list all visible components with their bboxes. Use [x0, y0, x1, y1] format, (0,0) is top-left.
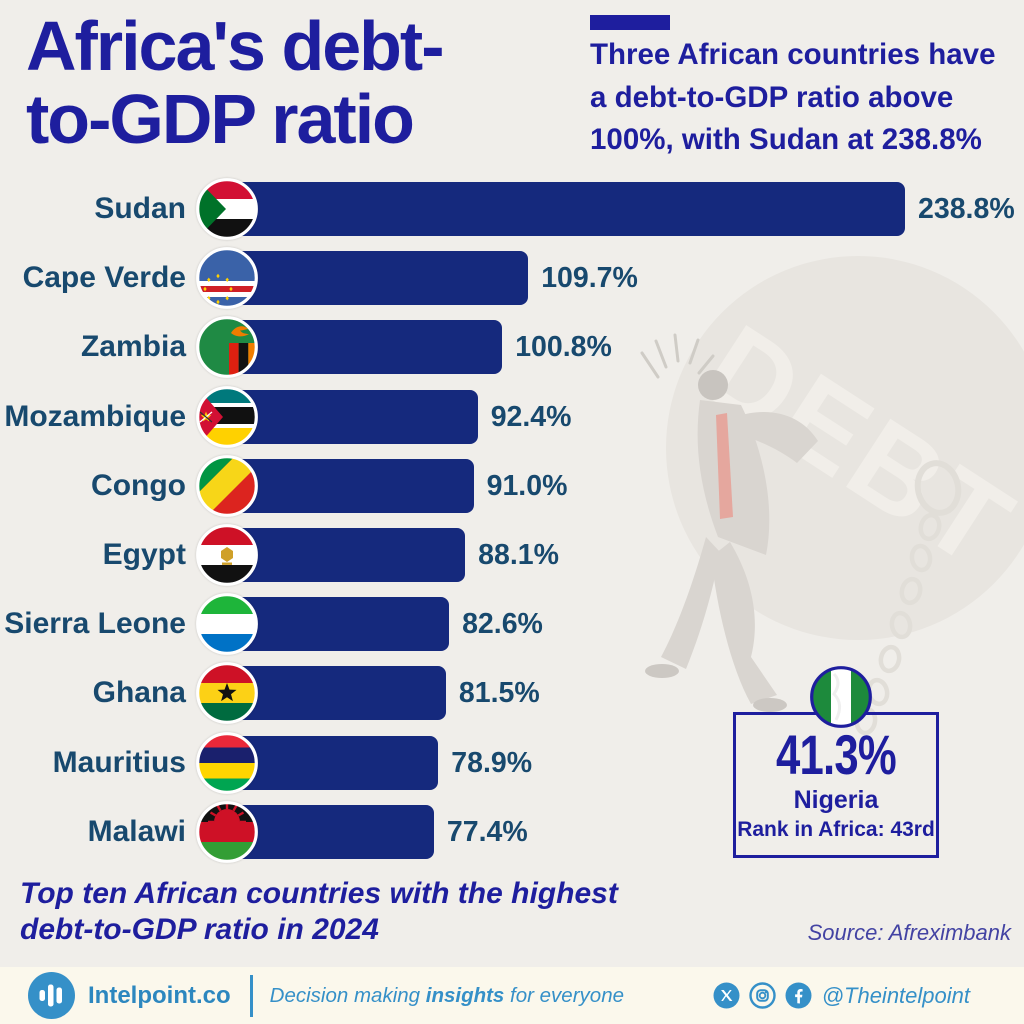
intelpoint-logo: [28, 972, 75, 1019]
footer-tagline: Decision making insights for everyone: [270, 984, 624, 1008]
page-title-line2: to-GDP ratio: [26, 79, 415, 158]
bar-chart-logo-icon: [39, 984, 62, 1007]
category-label-congo: Congo: [91, 468, 186, 502]
man-carrying-debt-figure: [645, 370, 818, 712]
value-label-sierra-leone: 82.6%: [462, 608, 543, 641]
mauritius-flag-icon: [196, 731, 258, 794]
category-label-malawi: Malawi: [87, 814, 186, 848]
egypt-flag-icon: [196, 524, 258, 586]
value-label-congo: 91.0%: [486, 469, 568, 502]
congo-flag-icon: [196, 454, 258, 517]
mozambique-flag: [196, 385, 258, 448]
egypt-flag: [196, 524, 258, 586]
page-title: Africa's debt- to-GDP ratio: [26, 7, 445, 158]
value-label-zambia: 100.8%: [515, 331, 612, 364]
source-credit: Source: Afreximbank: [807, 920, 1011, 945]
annotation-line2: a debt-to-GDP ratio above: [590, 80, 954, 114]
category-label-mozambique: Mozambique: [4, 399, 186, 433]
category-label-ghana: Ghana: [92, 676, 186, 710]
x-twitter-icon[interactable]: [713, 982, 740, 1009]
sudan-flag-icon: [196, 178, 258, 240]
facebook-icon[interactable]: [785, 982, 812, 1009]
sierra-leone-flag: [196, 593, 258, 656]
bar-row-sierra-leone: Sierra Leone 82.6%: [0, 593, 1024, 656]
tagline-suffix: for everyone: [504, 983, 624, 1007]
sudan-flag: [196, 178, 258, 240]
footer-bar: Intelpoint.co Decision making insights f…: [0, 967, 1024, 1024]
malawi-flag: [196, 800, 258, 863]
caption-line1: Top ten African countries with the highe…: [20, 877, 618, 910]
tagline-prefix: Decision making: [269, 983, 426, 1007]
bar-row-ghana: Ghana 81.5%: [0, 662, 1024, 725]
zambia-flag-icon: [196, 316, 258, 379]
value-label-malawi: 77.4%: [446, 815, 528, 848]
cape-verde-flag: [196, 247, 258, 310]
ghana-flag-icon: [196, 662, 258, 725]
annotation-accent-dash: [590, 15, 670, 30]
nigeria-callout-box: 41.3% Nigeria Rank in Africa: 43rd: [733, 712, 939, 858]
social-handle[interactable]: @Theintelpoint: [821, 982, 970, 1008]
zambia-flag: [196, 316, 258, 379]
bar-row-mozambique: Mozambique 92.4%: [0, 385, 1024, 448]
nigeria-flag-icon: [810, 666, 872, 728]
bar-row-egypt: Egypt 88.1%: [0, 524, 1024, 586]
debt-ball-watermark-illustration: DEBT: [640, 256, 1024, 735]
stress-burst-icon: [640, 333, 715, 379]
brand-name: Intelpoint.co: [88, 981, 231, 1009]
tagline-bold-word: insights: [425, 983, 505, 1007]
bar-row-malawi: Malawi 77.4%: [0, 800, 1024, 863]
footer-divider: [249, 974, 253, 1017]
cape-verde-flag-icon: [196, 247, 258, 310]
social-icons: [713, 982, 812, 1009]
value-label-mozambique: 92.4%: [490, 400, 572, 433]
bar-chart: Sudan 238.8% Cape Verde 109.7% Zambia 100.8% M…: [0, 178, 1024, 874]
bar-row-cape-verde: Cape Verde 109.7%: [0, 247, 1024, 310]
category-label-sierra-leone: Sierra Leone: [4, 607, 186, 641]
value-label-ghana: 81.5%: [458, 677, 540, 710]
instagram-icon[interactable]: [748, 982, 776, 1009]
caption-line2: debt-to-GDP ratio in 2024: [20, 913, 379, 946]
bar-cape-verde: [208, 251, 529, 306]
value-label-cape-verde: 109.7%: [541, 262, 638, 295]
bar-row-sudan: Sudan 238.8%: [0, 178, 1024, 240]
mauritius-flag: [196, 731, 258, 794]
category-label-zambia: Zambia: [80, 330, 186, 364]
congo-flag: [196, 454, 258, 517]
nigeria-flag-icon: [810, 666, 872, 728]
chart-caption: Top ten African countries with the highe…: [20, 876, 618, 948]
category-label-cape-verde: Cape Verde: [22, 261, 186, 295]
mozambique-flag-icon: [196, 385, 258, 448]
nigeria-country-label: Nigeria: [793, 786, 879, 814]
sierra-leone-flag-icon: [196, 593, 258, 656]
annotation-line3: 100%, with Sudan at 238.8%: [590, 123, 982, 156]
bar-sudan: [208, 182, 905, 236]
bar-row-mauritius: Mauritius 78.9%: [0, 731, 1024, 794]
page-title-line1: Africa's debt-: [26, 7, 445, 85]
value-label-sudan: 238.8%: [918, 193, 1015, 225]
category-label-mauritius: Mauritius: [52, 745, 186, 779]
value-label-egypt: 88.1%: [478, 539, 559, 571]
value-label-mauritius: 78.9%: [451, 746, 533, 779]
bar-row-congo: Congo 91.0%: [0, 454, 1024, 517]
nigeria-value: 41.3%: [776, 723, 897, 786]
nigeria-rank-label: Rank in Africa: 43rd: [737, 818, 935, 841]
malawi-flag-icon: [196, 800, 258, 863]
bar-row-zambia: Zambia 100.8%: [0, 316, 1024, 379]
key-insight-annotation: Three African countries have a debt-to-G…: [590, 34, 1020, 162]
annotation-line1: Three African countries have: [590, 38, 996, 71]
ghana-flag: [196, 662, 258, 725]
category-label-egypt: Egypt: [102, 538, 186, 571]
category-label-sudan: Sudan: [94, 192, 186, 225]
